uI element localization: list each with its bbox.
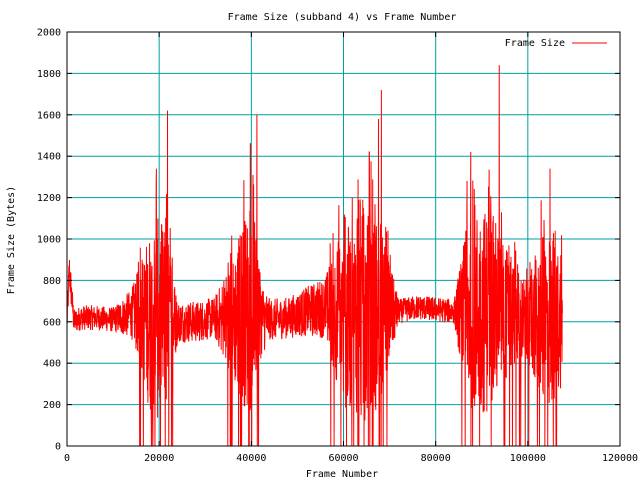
x-tick-label: 100000 [510, 453, 546, 464]
legend: Frame Size [505, 38, 607, 49]
x-tick-label: 20000 [144, 453, 174, 464]
x-axis-label: Frame Number [306, 469, 378, 480]
y-tick-label: 800 [43, 276, 61, 287]
x-tick-label: 80000 [421, 453, 451, 464]
y-tick-label: 1200 [37, 193, 61, 204]
y-axis-label: Frame Size (Bytes) [6, 186, 17, 294]
y-tick-label: 1400 [37, 152, 61, 163]
series-layer [66, 65, 563, 447]
axis-ticks: 0 20000 40000 60000 80000 100000 120000 0 200 400… [37, 28, 638, 465]
y-tick-label: 600 [43, 317, 61, 328]
y-tick-label: 400 [43, 359, 61, 370]
series-line-frame-size [66, 65, 563, 447]
y-tick-label: 1600 [37, 110, 61, 121]
x-tick-label: 0 [64, 453, 70, 464]
x-tick-label: 120000 [602, 453, 638, 464]
y-tick-label: 200 [43, 400, 61, 411]
chart-title: Frame Size (subband 4) vs Frame Number [228, 12, 457, 23]
y-tick-label: 0 [55, 442, 61, 453]
y-tick-label: 1000 [37, 235, 61, 246]
x-tick-label: 60000 [328, 453, 358, 464]
y-tick-label: 2000 [37, 28, 61, 39]
y-tick-label: 1800 [37, 69, 61, 80]
x-tick-label: 40000 [236, 453, 266, 464]
legend-label: Frame Size [505, 38, 565, 49]
